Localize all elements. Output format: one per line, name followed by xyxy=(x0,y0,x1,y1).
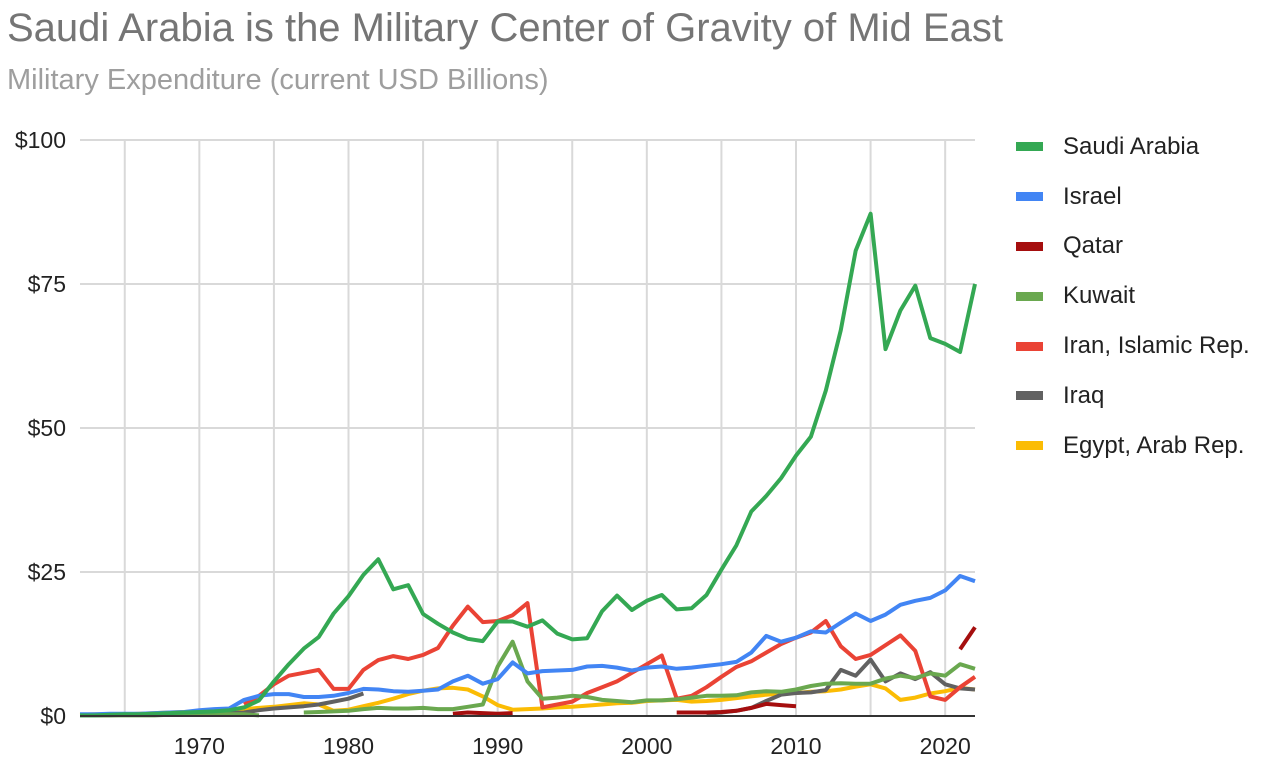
series-line-iran-islamic-rep xyxy=(243,601,977,710)
x-tick-label: 2000 xyxy=(621,733,672,759)
y-tick-label: $50 xyxy=(28,415,66,441)
legend-swatch xyxy=(1016,391,1043,401)
series-line-qatar xyxy=(452,626,977,716)
legend-item-kuwait[interactable]: Kuwait xyxy=(1016,271,1250,321)
legend-label: Saudi Arabia xyxy=(1063,132,1200,160)
y-tick-label: $75 xyxy=(28,271,66,297)
y-axis-labels: $0 $25 $50 $75 $100 xyxy=(15,127,66,729)
series-line-saudi-arabia xyxy=(80,211,977,718)
x-tick-label: 2010 xyxy=(770,733,821,759)
x-axis-labels: 1970 1980 1990 2000 2010 2020 xyxy=(174,733,971,759)
x-tick-label: 1990 xyxy=(472,733,523,759)
series-line-kuwait xyxy=(80,639,976,718)
series-lines xyxy=(79,211,977,718)
legend-label: Kuwait xyxy=(1063,282,1136,310)
y-tick-label: $100 xyxy=(15,127,66,153)
legend-swatch xyxy=(1016,291,1043,301)
legend-swatch xyxy=(1016,142,1043,152)
legend-label: Iran, Islamic Rep. xyxy=(1063,332,1250,360)
legend-swatch xyxy=(1016,441,1043,451)
x-tick-label: 1980 xyxy=(323,733,374,759)
legend-swatch xyxy=(1016,341,1043,351)
legend-swatch xyxy=(1016,192,1043,202)
y-tick-label: $25 xyxy=(28,559,66,585)
legend-item-israel[interactable]: Israel xyxy=(1016,172,1250,222)
chart-subtitle: Military Expenditure (current USD Billio… xyxy=(7,64,549,96)
legend-item-qatar[interactable]: Qatar xyxy=(1016,222,1250,272)
chart-gridlines xyxy=(80,139,975,716)
legend-item-egypt-arab-rep[interactable]: Egypt, Arab Rep. xyxy=(1016,421,1250,471)
legend-label: Qatar xyxy=(1063,232,1124,260)
legend-item-iraq[interactable]: Iraq xyxy=(1016,371,1250,421)
legend-item-saudi-arabia[interactable]: Saudi Arabia xyxy=(1016,122,1250,172)
legend-item-iran-islamic-rep[interactable]: Iran, Islamic Rep. xyxy=(1016,321,1250,371)
legend-label: Egypt, Arab Rep. xyxy=(1063,431,1245,459)
legend-label: Iraq xyxy=(1063,381,1105,409)
y-tick-label: $0 xyxy=(40,703,66,729)
chart-legend: Saudi Arabia Israel Qatar Kuwait Iran, Islam… xyxy=(1016,122,1250,471)
x-tick-label: 1970 xyxy=(174,733,225,759)
chart-title: Saudi Arabia is the Military Center of G… xyxy=(7,6,1003,50)
legend-swatch xyxy=(1016,241,1043,251)
x-tick-label: 2020 xyxy=(920,733,971,759)
legend-label: Israel xyxy=(1063,182,1122,210)
